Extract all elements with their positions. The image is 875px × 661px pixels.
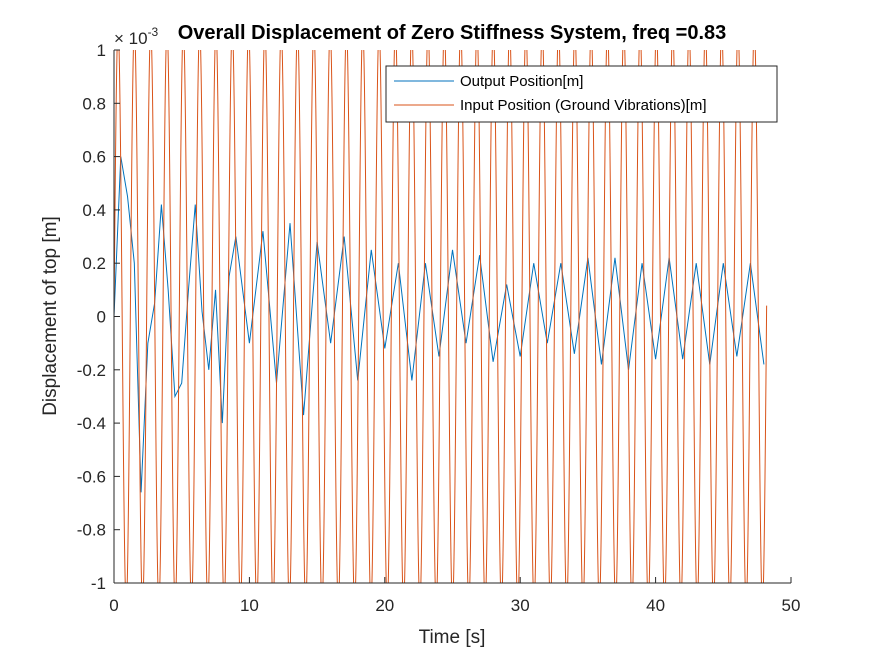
x-tick-label: 20 [375, 596, 394, 615]
x-tick-label: 30 [511, 596, 530, 615]
x-tick-label: 0 [109, 596, 118, 615]
x-tick-label: 10 [240, 596, 259, 615]
y-tick-label: 0.2 [82, 254, 106, 273]
y-multiplier-exponent: -3 [148, 25, 159, 39]
legend: Output Position[m] Input Position (Groun… [385, 65, 778, 123]
y-tick-label: 0.4 [82, 201, 106, 220]
y-tick-label: -0.4 [77, 414, 106, 433]
chart-title: Overall Displacement of Zero Stiffness S… [178, 22, 727, 44]
y-tick-label: -0.8 [77, 521, 106, 540]
y-tick-label: 1 [97, 41, 106, 60]
x-tick-labels: 0 10 20 30 40 50 [109, 577, 800, 615]
y-tick-label: 0.6 [82, 148, 106, 167]
y-tick-label: -0.2 [77, 361, 106, 380]
y-tick-label: 0.8 [82, 94, 106, 113]
legend-label-output: Output Position[m] [460, 73, 583, 90]
y-multiplier-base: × 10 [114, 29, 148, 48]
x-tick-label: 40 [646, 596, 665, 615]
x-tick-label: 50 [782, 596, 801, 615]
x-axis-label: Time [s] [419, 627, 486, 648]
y-axis-multiplier: × 10-3 [114, 25, 159, 48]
legend-box [385, 65, 778, 123]
axes [113, 50, 791, 584]
y-tick-label: -0.6 [77, 467, 106, 486]
legend-label-input: Input Position (Ground Vibrations)[m] [460, 97, 707, 114]
y-tick-label: -1 [91, 574, 106, 593]
y-tick-labels: -1 -0.8 -0.6 -0.4 -0.2 0 0.2 0.4 0.6 0.8 1 [77, 41, 120, 593]
y-axis-label: Displacement of top [m] [40, 216, 61, 416]
y-tick-label: 0 [97, 308, 106, 327]
